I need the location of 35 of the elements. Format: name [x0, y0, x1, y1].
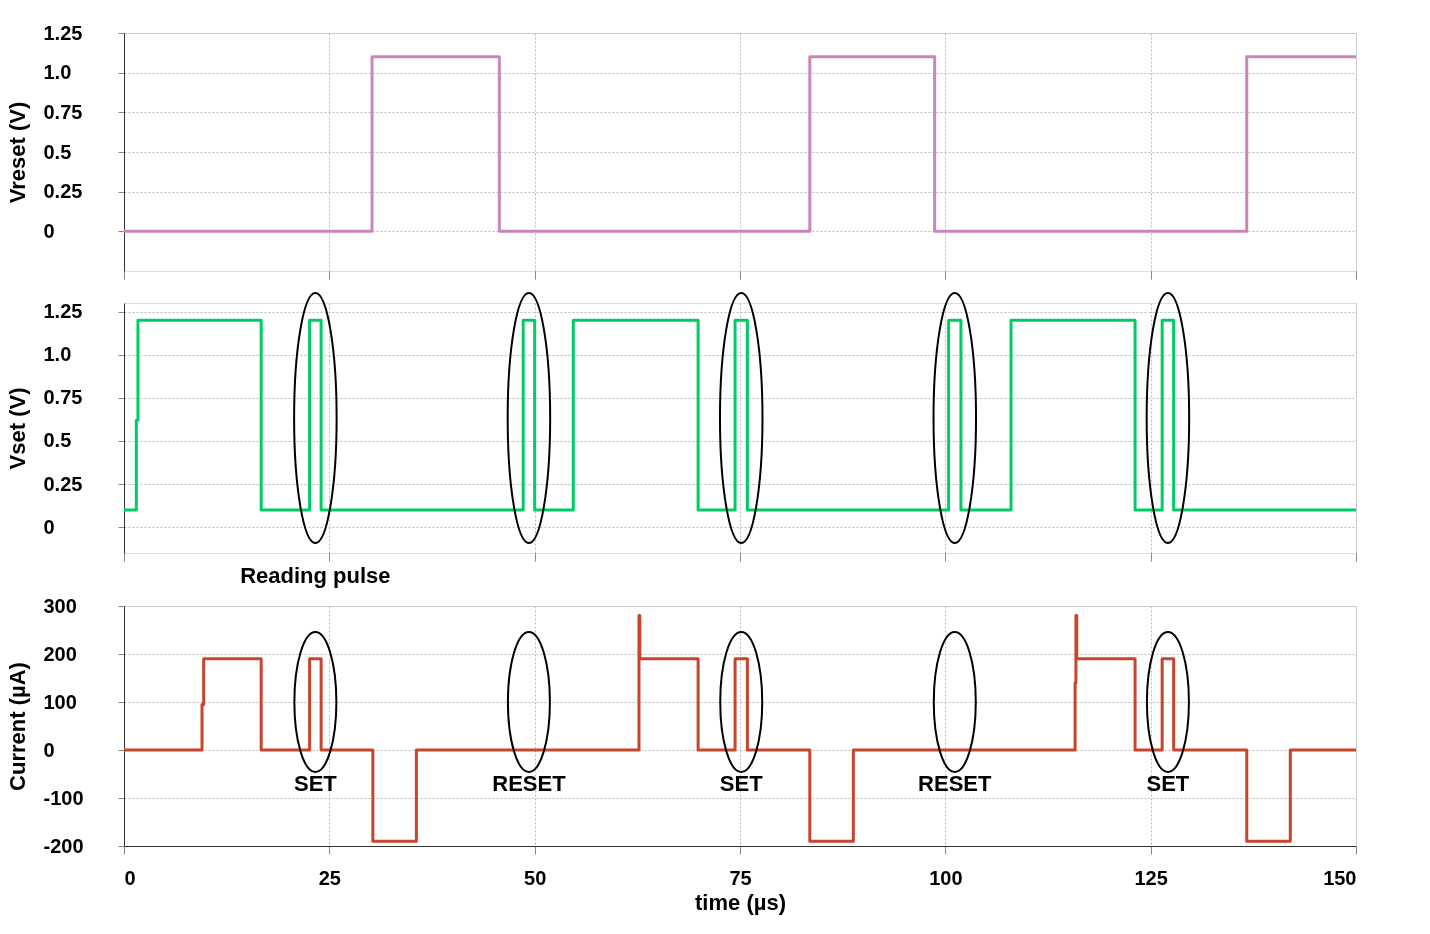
annotation: SET: [719, 770, 764, 796]
x-tick-label: 50: [524, 866, 547, 889]
y-tick-label: 100: [43, 690, 77, 713]
y-tick-label: 1.0: [43, 343, 72, 366]
y-tick-label: 0.75: [43, 386, 83, 409]
y-tick-label: 0: [43, 219, 55, 242]
x-tick-label: 125: [1134, 866, 1168, 889]
y-tick-label: 0.75: [43, 100, 83, 123]
y-tick-label: 0.5: [43, 140, 72, 163]
y-axis-title: Current (µA): [4, 662, 30, 791]
y-axis-title: Vreset (V): [4, 101, 30, 204]
y-tick-label: 0.5: [43, 429, 72, 452]
annotation: RESET: [492, 770, 567, 796]
y-axis-title: Vset (V): [4, 387, 30, 470]
y-tick-label: 1.25: [43, 21, 83, 44]
x-tick-label: 0: [124, 866, 136, 889]
y-tick-label: 1.25: [43, 300, 83, 323]
y-tick-label: 300: [43, 594, 77, 617]
annotation: SET: [1146, 770, 1190, 796]
y-tick-label: 0.25: [43, 472, 83, 495]
y-tick-label: 0.25: [43, 180, 83, 203]
y-tick-label: 0: [43, 515, 55, 538]
x-tick-label: 150: [1323, 866, 1357, 889]
y-tick-label: -200: [43, 834, 84, 857]
x-tick-label: 75: [729, 866, 752, 889]
x-axis-title: time (µs): [695, 889, 786, 915]
y-tick-label: 200: [43, 642, 77, 665]
y-tick-label: 1.0: [43, 61, 72, 84]
x-tick-label: 25: [318, 866, 341, 889]
x-tick-label: 100: [929, 866, 963, 889]
y-tick-label: -100: [43, 786, 84, 809]
annotation: SET: [293, 770, 338, 796]
text: Reading pulse: [240, 562, 391, 588]
y-tick-label: 0: [43, 738, 55, 761]
annotation: RESET: [918, 770, 993, 796]
